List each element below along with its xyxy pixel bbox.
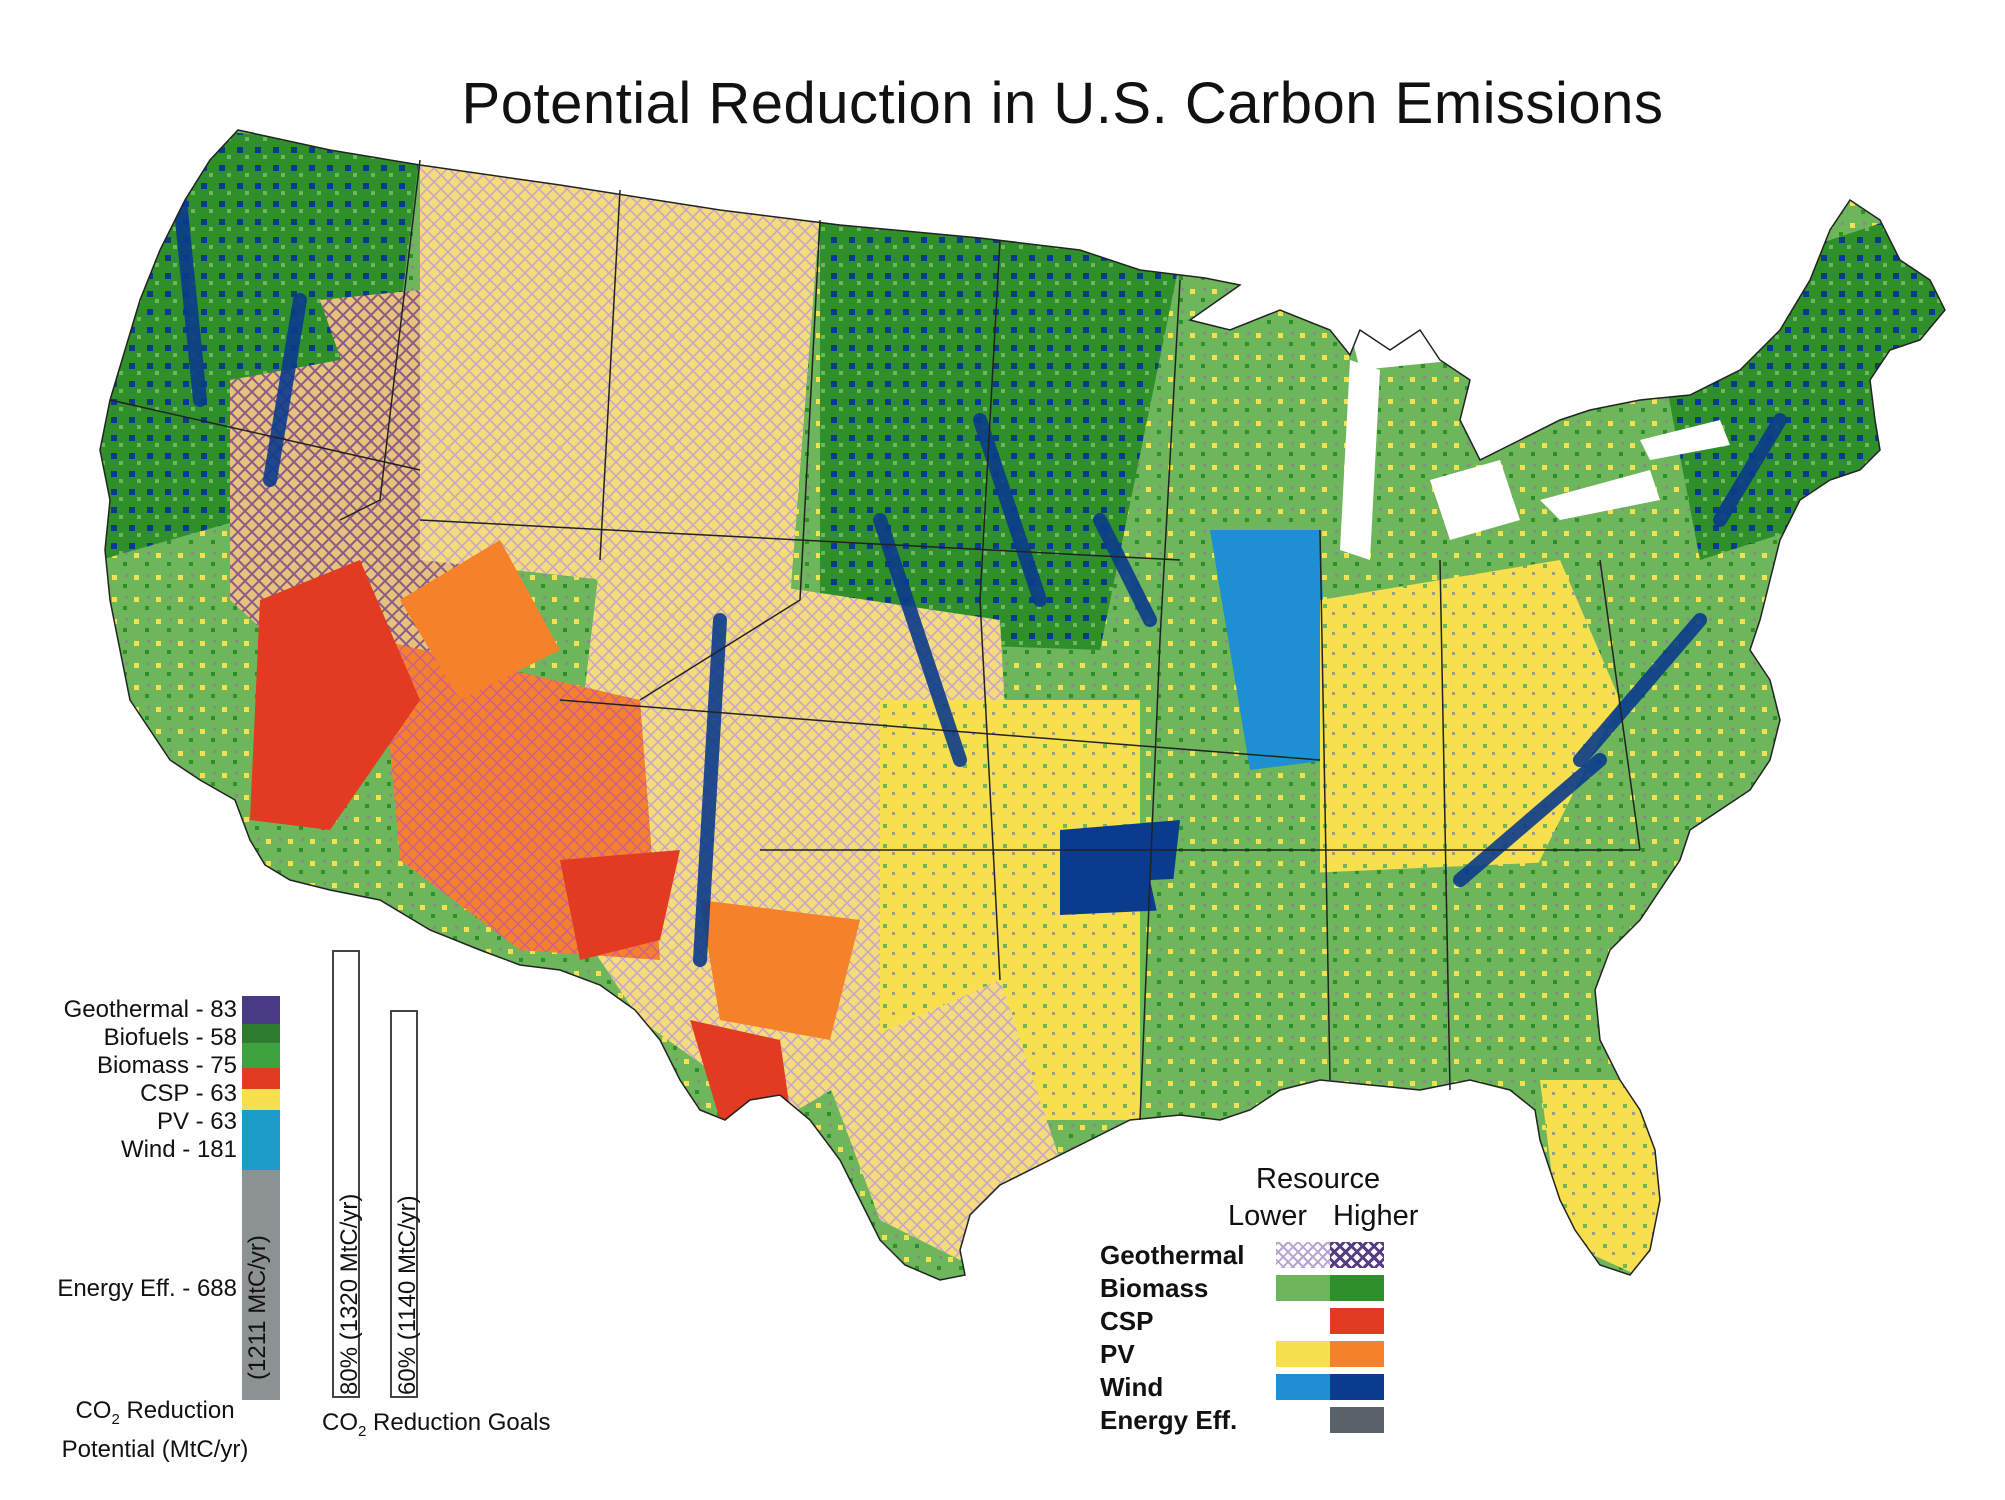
legend-label-geothermal: Geothermal (1100, 1240, 1245, 1270)
swatch-biomass-high (1330, 1275, 1384, 1301)
stack-label-csp: CSP - 63 (140, 1080, 237, 1107)
stack-label-energy-eff: Energy Eff. - 688 (57, 1275, 237, 1302)
swatch-wind-low (1276, 1374, 1330, 1400)
swatch-geothermal-high (1330, 1242, 1384, 1268)
stack-segment-biomass (242, 1043, 280, 1068)
legend-higher: Higher (1333, 1200, 1419, 1232)
swatch-energy-eff-high (1330, 1407, 1384, 1433)
legend-lower: Lower (1228, 1200, 1307, 1232)
swatch-wind-high (1330, 1374, 1384, 1400)
legend-label-wind: Wind (1100, 1372, 1164, 1402)
potential-stacked-bar (242, 996, 280, 1400)
goal-label-60: 60% (1140 MtC/yr) (394, 1195, 421, 1395)
goal-bar-80 (332, 950, 360, 1398)
stack-bar-total: (1211 MtC/yr) (244, 1235, 271, 1380)
swatch-biomass-low (1276, 1275, 1330, 1301)
stack-label-geothermal: Geothermal - 83 (63, 996, 237, 1023)
stack-segment-biofuels (242, 1024, 280, 1043)
stack-label-pv: PV - 63 (156, 1108, 237, 1135)
legend-label-energy-eff: Energy Eff. (1100, 1405, 1238, 1435)
swatch-pv-high (1330, 1341, 1384, 1367)
legend-label-csp: CSP (1100, 1306, 1154, 1336)
stack-segment-csp (242, 1068, 280, 1089)
goal-label-80: 80% (1320 MtC/yr) (336, 1193, 363, 1395)
stack-segment-pv (242, 1089, 280, 1110)
goals-caption: CO2 Reduction Goals (322, 1409, 551, 1440)
stack-segment-energy-eff (242, 1170, 280, 1400)
stack-segment-geothermal (242, 996, 280, 1024)
stack-label-biomass: Biomass - 75 (96, 1052, 237, 1079)
swatch-csp-high (1330, 1308, 1384, 1334)
legend-heading: Resource (1256, 1163, 1381, 1195)
stack-label-biofuels: Biofuels - 58 (103, 1024, 237, 1051)
stack-label-wind: Wind - 181 (120, 1136, 237, 1163)
goal-bar-60 (390, 1010, 418, 1398)
legend-label-biomass: Biomass (1100, 1273, 1209, 1303)
swatch-pv-low (1276, 1341, 1330, 1367)
legend-label-pv: PV (1100, 1339, 1135, 1369)
potential-caption: CO2 Reduction Potential (MtC/yr) (61, 1397, 249, 1463)
stack-segment-wind (242, 1110, 280, 1170)
swatch-geothermal-low (1276, 1242, 1330, 1268)
map-title: Potential Reduction in U.S. Carbon Emiss… (461, 71, 1664, 136)
